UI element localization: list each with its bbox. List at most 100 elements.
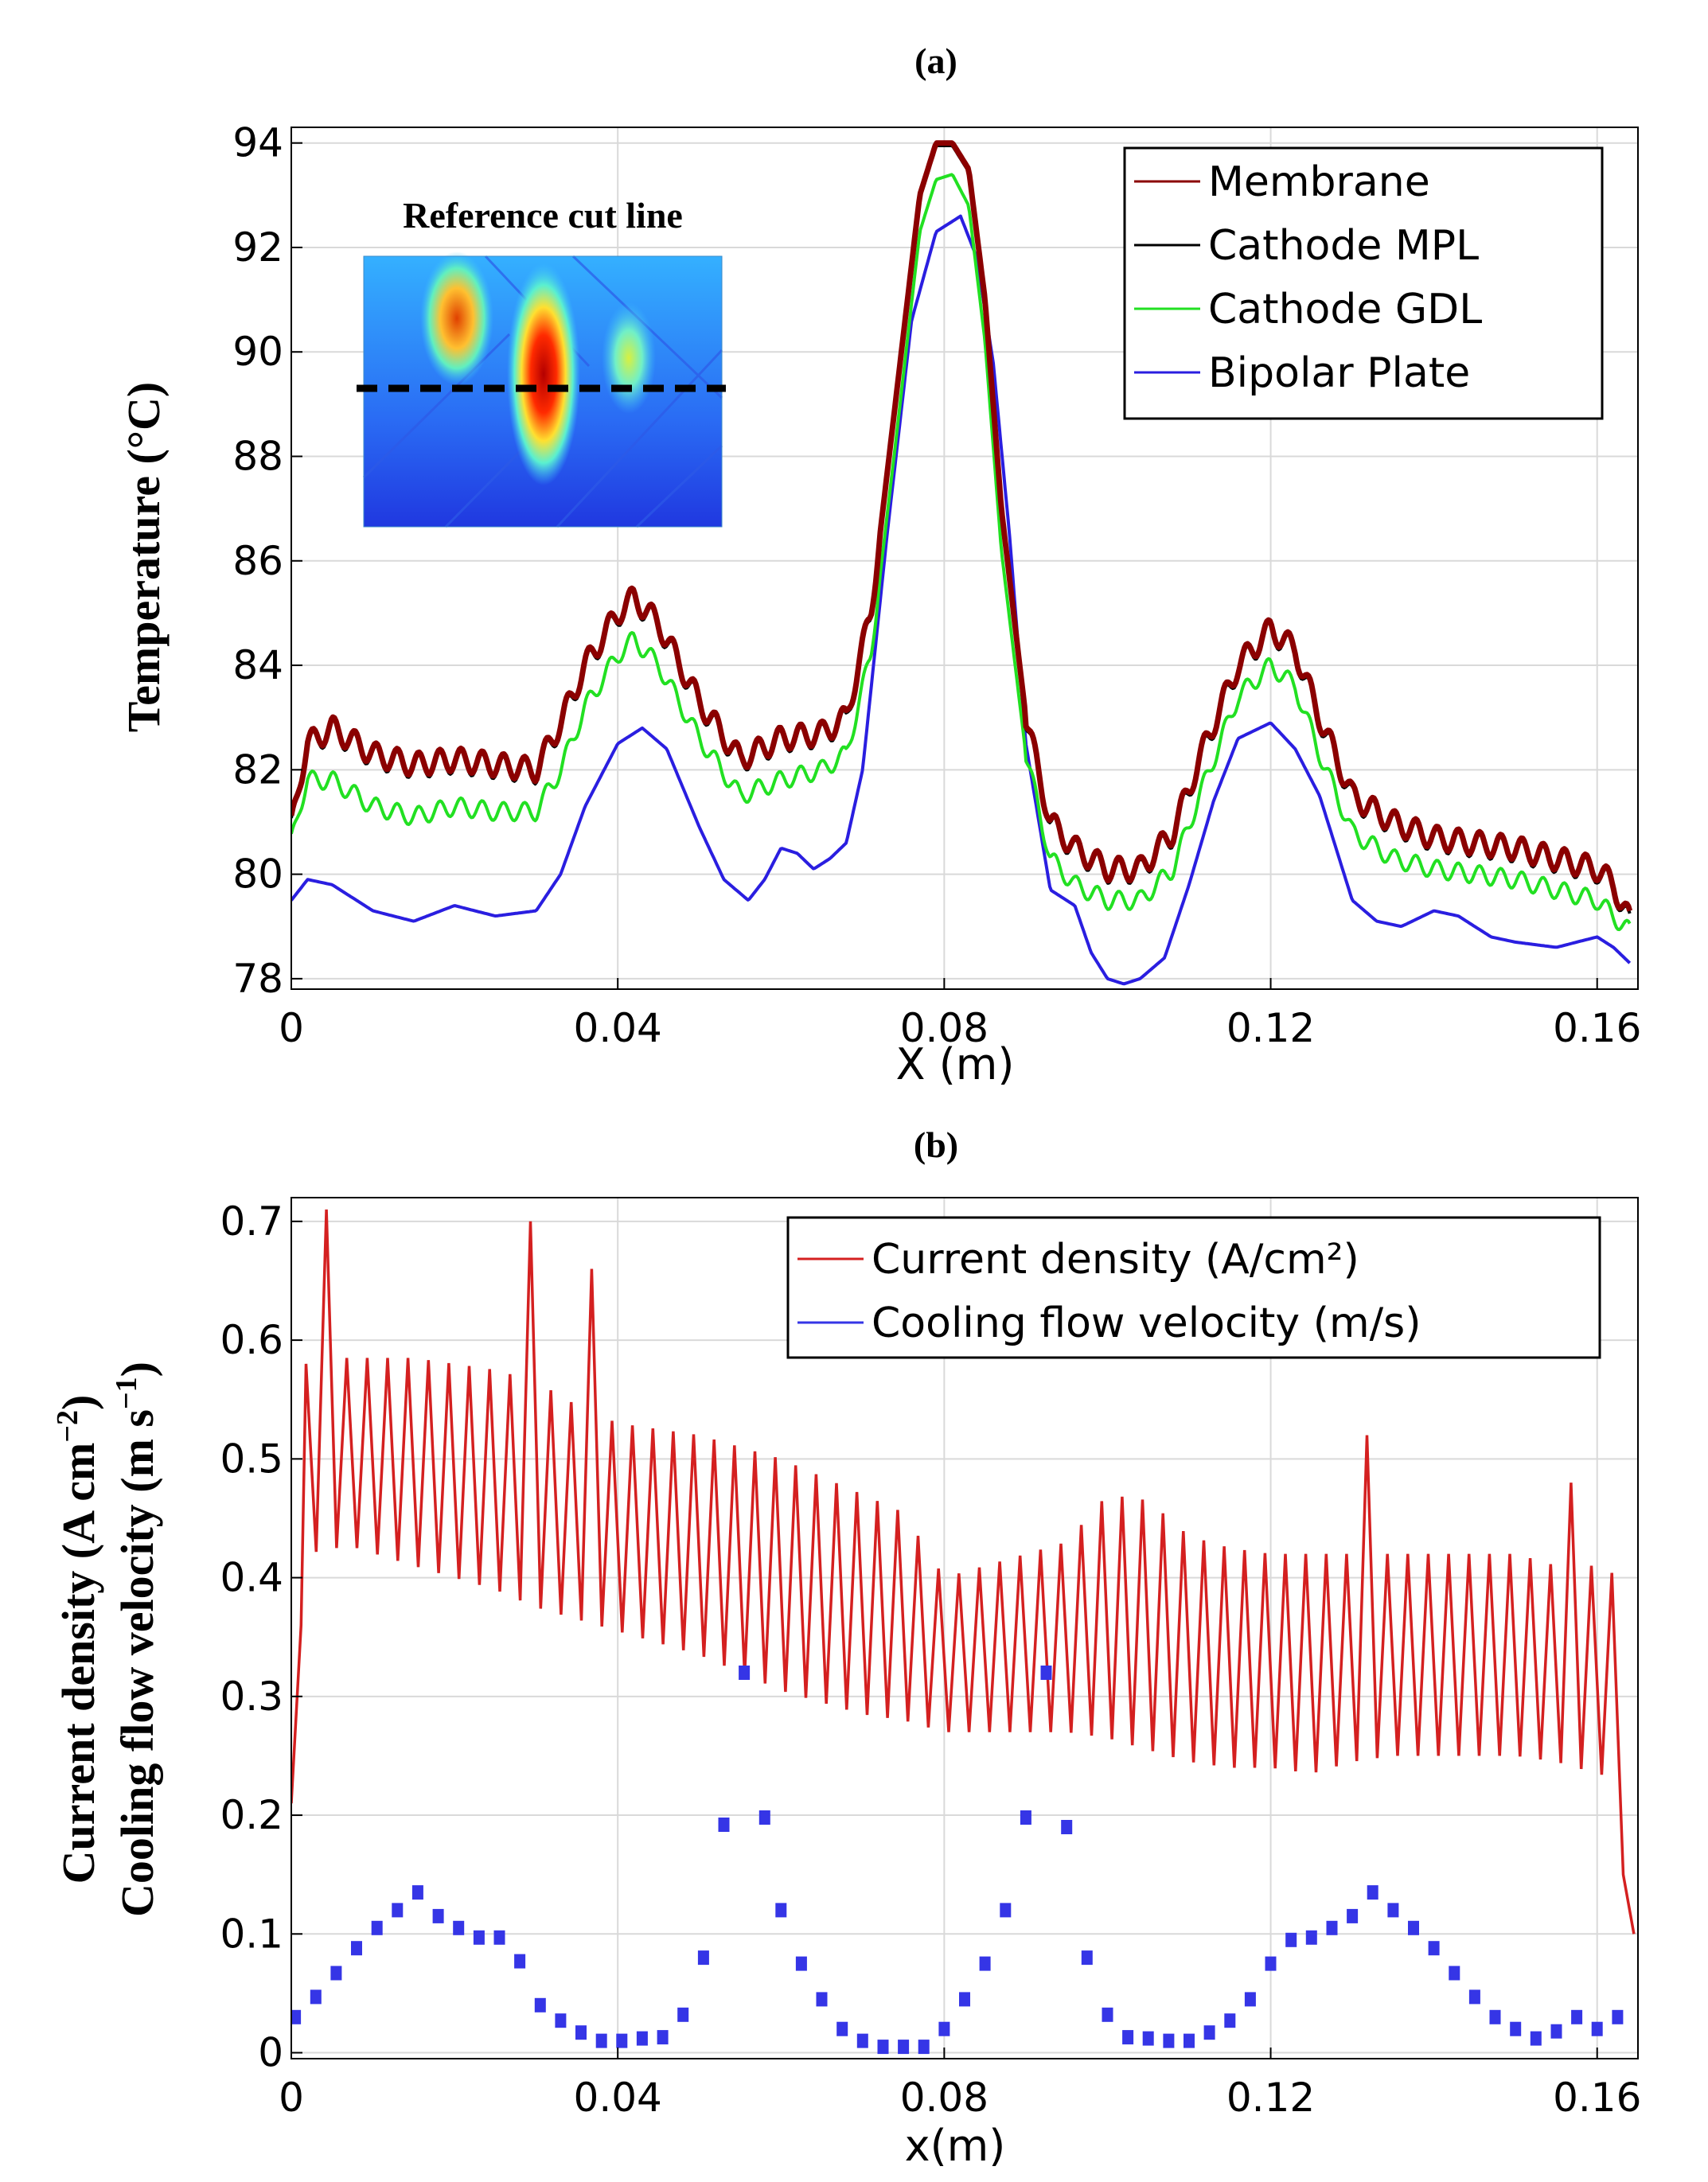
panel-a-ytick-label: 80	[232, 851, 283, 898]
panel-a-legend-label: Bipolar Plate	[1208, 349, 1470, 397]
panel-a-xtick-label: 0.04	[574, 1005, 662, 1051]
panel-b: (b) 0 0.04 0.08 0.12 0.16 0 0.1 0.2 0.3 0.4 0.5 0.6…	[51, 1124, 1641, 2171]
panel-b-cooling-velocity-point	[758, 1810, 770, 1825]
panel-b-legend-label: Cooling flow velocity (m/s)	[872, 1299, 1421, 1347]
panel-b-xtick-label: 0.16	[1553, 2075, 1641, 2121]
panel-b-ytick-label: 0.2	[220, 1792, 283, 1838]
panel-b-ytick-label: 0	[258, 2030, 283, 2076]
panel-b-cooling-velocity-point	[1408, 1920, 1419, 1935]
panel-b-xtick-label: 0.08	[900, 2075, 989, 2121]
panel-b-cooling-velocity-point	[351, 1941, 362, 1956]
panel-a-ytick-label: 92	[232, 224, 283, 271]
panel-b-cooling-velocity-point	[1265, 1956, 1277, 1971]
panel-b-ytick-label: 0.6	[220, 1317, 283, 1363]
reference-cut-line-inset: Reference cut line	[357, 195, 726, 528]
panel-b-cooling-velocity-point	[473, 1930, 485, 1945]
panel-a-legend-label: Cathode GDL	[1208, 286, 1482, 333]
panel-b-cooling-velocity-point	[775, 1903, 787, 1918]
panel-b-cooling-velocity-point	[1040, 1666, 1052, 1680]
panel-b-legend: Current density (A/cm²) Cooling flow velo…	[786, 1216, 1601, 1359]
panel-a-legend-label: Cathode MPL	[1208, 222, 1479, 270]
panel-a-x-axis-label: X (m)	[896, 1039, 1015, 1089]
panel-a-series	[291, 140, 1633, 986]
panel-a-ytick-label: 78	[232, 956, 283, 1002]
panel-b-ytick-label: 0.3	[220, 1674, 283, 1720]
panel-b-cooling-velocity-point	[1203, 2025, 1215, 2040]
panel-b-cooling-velocity-point	[677, 2007, 689, 2022]
panel-b-cooling-velocity-point	[1122, 2030, 1134, 2045]
inset-hotspot-left	[420, 251, 493, 385]
inset-hotspot-right	[602, 302, 656, 414]
panel-b-cooling-velocity-point	[432, 1908, 444, 1923]
panel-b-cooling-velocity-point	[1305, 1930, 1317, 1945]
panel-b-cooling-velocity-point	[836, 2021, 848, 2036]
panel-b-cooling-velocity-point	[291, 2009, 302, 2024]
panel-a-series-line-cathode-gdl	[291, 173, 1632, 932]
panel-b-cooling-velocity-point	[493, 1930, 505, 1945]
panel-b-cooling-velocity-point	[718, 1818, 730, 1832]
panel-b-cooling-velocity-point	[1347, 1908, 1359, 1923]
panel-b-cooling-velocity-point	[938, 2021, 950, 2036]
panel-b-ytick-label: 0.4	[220, 1555, 283, 1601]
panel-b-cooling-velocity-point	[1612, 2009, 1624, 2024]
panel-b-cooling-velocity-point	[1571, 2009, 1583, 2024]
panel-b-cooling-velocity-point	[1000, 1903, 1012, 1918]
panel-a-xtick-label: 0.16	[1553, 1005, 1641, 1051]
panel-b-cooling-velocity-point	[392, 1903, 404, 1918]
panel-a-ytick-label: 94	[232, 120, 283, 166]
panel-a-legend-box	[1123, 146, 1604, 420]
panel-b-cooling-velocity-point	[918, 2040, 930, 2055]
panel-b-cooling-velocity-point	[1285, 1932, 1297, 1947]
panel-b-cooling-velocity-point	[1387, 1903, 1399, 1918]
panel-b-cooling-velocity-point	[1530, 2031, 1542, 2046]
panel-b-ytick-label: 0.5	[220, 1436, 283, 1482]
panel-b-cooling-velocity-point	[1163, 2033, 1175, 2048]
panel-b-xtick-label: 0.12	[1226, 2075, 1315, 2121]
panel-b-cooling-velocity-point	[514, 1954, 526, 1969]
panel-b-cooling-velocity-point	[1244, 1992, 1256, 2007]
panel-b-axes-box	[291, 1197, 1639, 2059]
panel-b-cooling-velocity-point	[310, 1989, 322, 2005]
panel-b-legend-label: Current density (A/cm²)	[872, 1236, 1359, 1284]
inset-title: Reference cut line	[403, 195, 683, 236]
panel-b-title: (b)	[914, 1124, 958, 1165]
panel-a-ytick-label: 84	[232, 642, 283, 688]
panel-b-cooling-velocity-point	[898, 2040, 910, 2055]
panel-b-cooling-velocity-point	[411, 1885, 423, 1900]
panel-a-xtick-label: 0.08	[900, 1005, 989, 1051]
panel-b-cooling-velocity-point	[1102, 2007, 1113, 2022]
panel-a-y-axis-label: Temperature (°C)	[118, 382, 170, 732]
panel-b-cooling-velocity-point	[1428, 1941, 1440, 1956]
panel-b-cooling-velocity-point	[453, 1920, 465, 1935]
panel-a-xtick-label: 0.12	[1226, 1005, 1315, 1051]
panel-b-y-axis-label-line1: Current density (A cm−2)	[51, 1395, 104, 1884]
panel-b-cooling-velocity-point	[979, 1956, 991, 1971]
panel-b-cooling-velocity-point	[555, 2013, 567, 2028]
panel-b-cooling-velocity-point	[1367, 1885, 1378, 1900]
panel-b-series	[291, 1209, 1636, 2055]
panel-a-title: (a)	[914, 41, 957, 81]
panel-b-x-axis-label: x(m)	[905, 2121, 1006, 2171]
panel-b-ytick-label: 0.1	[220, 1911, 283, 1957]
panel-b-cooling-velocity-point	[959, 1992, 970, 2007]
inset-hotspot-center	[507, 263, 580, 485]
panel-b-cooling-velocity-point	[330, 1966, 342, 1981]
panel-b-cooling-velocity-point	[1081, 1950, 1093, 1966]
panel-b-cooling-velocity-point	[877, 2040, 889, 2055]
panel-b-cooling-velocity-point	[739, 1666, 751, 1680]
panel-b-cooling-velocity-point	[1489, 2009, 1501, 2024]
panel-b-xtick-label: 0.04	[574, 2075, 662, 2121]
panel-a-series-line-membrane	[291, 140, 1633, 912]
panel-b-cooling-velocity-point	[595, 2033, 607, 2048]
panel-a-legend-label: Membrane	[1208, 158, 1430, 206]
panel-a-ticks: 0 0.04 0.08 0.12 0.16 78 80 82 84 86 88 90 92 94	[232, 120, 1641, 1051]
panel-b-current-density-line	[291, 1209, 1636, 1935]
panel-a-ytick-label: 82	[232, 746, 283, 793]
panel-b-cooling-velocity-point	[1468, 1989, 1480, 2005]
panel-b-cooling-velocity-point	[1550, 2024, 1562, 2039]
panel-b-cooling-velocity-point	[575, 2025, 587, 2040]
panel-b-cooling-velocity-point	[1142, 2031, 1154, 2046]
panel-b-cooling-velocity-point	[856, 2033, 868, 2048]
panel-b-cooling-velocity-point	[795, 1956, 807, 1971]
